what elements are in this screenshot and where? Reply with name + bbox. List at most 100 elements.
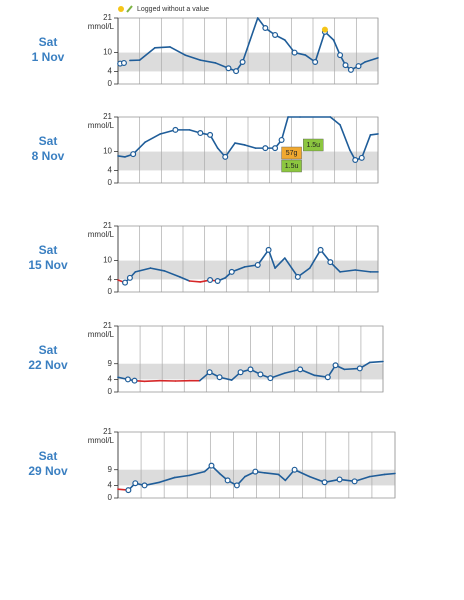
unlogged-marker [321, 26, 328, 33]
date-label: 22 Nov [28, 358, 68, 372]
reading [122, 279, 129, 286]
reading [267, 375, 274, 382]
glucose-line [354, 269, 372, 273]
y-tick-label: 0 [108, 387, 113, 396]
date-label: 29 Nov [28, 464, 68, 478]
glucose-line [339, 124, 351, 151]
reading [225, 65, 232, 72]
reading [120, 59, 127, 66]
y-axis-label: mmol/L [88, 230, 115, 239]
reading [291, 466, 298, 473]
glucose-line [329, 116, 341, 126]
reading [272, 31, 279, 38]
day-label: Sat [39, 134, 58, 148]
reading [239, 58, 246, 65]
reading [233, 68, 240, 75]
y-tick-label: 4 [108, 166, 113, 175]
reading [272, 145, 279, 152]
glucose-line [163, 270, 181, 278]
reading [262, 25, 269, 32]
day-label: Sat [39, 343, 58, 357]
reading [324, 374, 331, 381]
day-label: Sat [39, 449, 58, 463]
day-label: Sat [39, 35, 58, 49]
annotation-box [281, 159, 302, 173]
y-axis-label: mmol/L [88, 121, 115, 130]
reading [222, 153, 229, 160]
y-axis-label: mmol/L [88, 330, 115, 339]
y-tick-label: 21 [103, 427, 112, 436]
date-label: 1 Nov [32, 50, 65, 64]
y-tick-label: 9 [108, 465, 113, 474]
glucose-line [173, 474, 191, 479]
reading [197, 130, 204, 137]
reading [228, 268, 235, 275]
reading [124, 376, 131, 383]
glucose-line [249, 17, 259, 41]
glucose-line [188, 470, 206, 477]
glucose-line [256, 249, 270, 266]
glucose-line [138, 47, 156, 61]
glucose-line [274, 257, 286, 269]
reading [327, 259, 334, 266]
reading [216, 374, 223, 381]
reading [233, 482, 240, 489]
reading [206, 369, 213, 376]
reading [131, 377, 138, 384]
reading [172, 126, 179, 133]
glucose-line [243, 144, 257, 149]
reading [207, 277, 214, 284]
annotation-box [281, 146, 302, 160]
reading [125, 487, 132, 494]
y-tick-label: 21 [103, 112, 112, 121]
legend-icon [118, 6, 124, 12]
reading [297, 366, 304, 373]
y-tick-label: 21 [103, 13, 112, 22]
reading [237, 369, 244, 376]
reading [294, 273, 301, 280]
reading [247, 366, 254, 373]
glucose-line [188, 280, 202, 283]
annotation-label: 57g [286, 150, 298, 157]
glucose-line [178, 276, 191, 282]
reading [358, 154, 365, 161]
annotation-label: 1.5u [285, 163, 299, 170]
glucose-line [339, 269, 357, 273]
glucose-line [263, 472, 280, 476]
reading [262, 145, 269, 152]
y-tick-label: 21 [103, 221, 112, 230]
reading [254, 261, 261, 268]
y-tick-label: 4 [108, 481, 113, 490]
reading [126, 274, 133, 281]
y-tick-label: 0 [108, 287, 113, 296]
glucose-line [277, 473, 287, 482]
glucose-line [267, 249, 276, 269]
glucose-line [284, 257, 299, 278]
day-label: Sat [39, 243, 58, 257]
reading [312, 58, 319, 65]
reading [321, 479, 328, 486]
glucose-line [360, 134, 372, 159]
glucose-line [364, 57, 379, 63]
reading [224, 477, 231, 484]
annotation-label: 1.5u [306, 142, 320, 149]
reading [351, 478, 358, 485]
reading [252, 468, 259, 475]
glucose-line [134, 267, 152, 273]
glucose-line [383, 472, 396, 476]
y-tick-label: 21 [103, 321, 112, 330]
glucose-line [241, 39, 251, 63]
legend-label: Logged without a value [137, 6, 209, 13]
legend-pencil [126, 5, 133, 13]
date-label: 8 Nov [32, 149, 65, 163]
y-tick-label: 0 [108, 79, 113, 88]
y-tick-label: 10 [103, 48, 112, 57]
reading [130, 151, 137, 158]
reading [265, 246, 272, 253]
glucose-line [143, 379, 161, 383]
glucose-line [314, 31, 326, 63]
reading [132, 480, 139, 487]
reading [291, 49, 298, 56]
